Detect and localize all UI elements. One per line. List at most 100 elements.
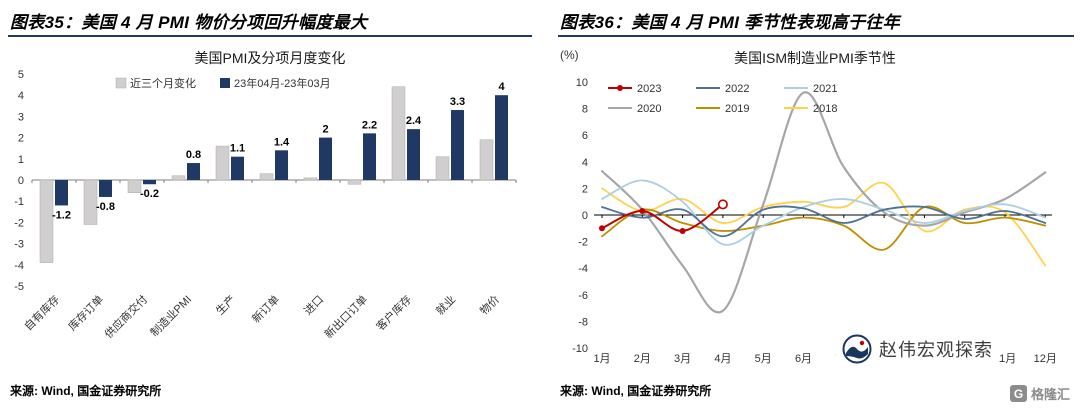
bar-month-over-month xyxy=(319,137,332,180)
gelonghui-logo-icon: G xyxy=(1010,385,1027,402)
series-line-2022 xyxy=(601,205,1047,238)
bar-3month-change xyxy=(259,173,274,181)
x-month-label: 6月 xyxy=(795,353,812,365)
y-tick-label: -2 xyxy=(14,217,24,229)
x-month-label: 12月 xyxy=(1034,353,1057,365)
legend-label-2019: 2019 xyxy=(725,103,749,115)
x-category-label: 制造业PMI xyxy=(147,292,194,339)
legend-swatch-3month xyxy=(115,77,127,89)
x-category-label: 进口 xyxy=(301,293,326,318)
series-marker-2023 xyxy=(679,227,686,234)
legend-label-3month: 近三个月变化 xyxy=(130,76,196,90)
bar-value-label: 0.8 xyxy=(186,149,201,161)
y-tick-label: 10 xyxy=(576,77,588,89)
x-category-label: 新出口订单 xyxy=(321,292,370,341)
x-category-label: 供应商交付 xyxy=(101,292,150,341)
y-tick-label: 6 xyxy=(582,130,588,142)
figure35-heading: 图表35：美国 4 月 PMI 物价分项回升幅度最大 xyxy=(10,13,368,32)
bar-value-label: 4 xyxy=(498,81,505,93)
bar-3month-change xyxy=(127,179,142,193)
bar-month-over-month xyxy=(55,180,68,206)
bar-3month-change xyxy=(215,145,230,181)
bar-value-label: -1.2 xyxy=(52,209,71,221)
bar-3month-change xyxy=(171,175,186,181)
bar-month-over-month xyxy=(495,95,508,180)
bar-chart-svg: -5 -4 -3 -2 -1 0 1 2 3 4 5 -1.2 自有库存 -0.8 库存订单 -0.2 供应商交… xyxy=(14,69,517,341)
bar-month-over-month xyxy=(187,163,200,180)
y-tick-label: -8 xyxy=(578,316,588,328)
source-left-text: Wind, 国金证券研究所 xyxy=(41,384,162,398)
bar-value-label: 1.1 xyxy=(230,143,245,155)
y-tick-label: 8 xyxy=(582,104,588,116)
source-left: 来源: Wind, 国金证券研究所 xyxy=(10,382,161,399)
bar-month-over-month xyxy=(451,110,464,180)
source-left-prefix: 来源: xyxy=(10,384,42,398)
y-tick-label: -3 xyxy=(14,239,24,251)
series-line-2018 xyxy=(601,181,1047,267)
bar-month-over-month xyxy=(99,180,112,197)
watermark-logo-icon xyxy=(842,334,872,364)
y-tick-label: -10 xyxy=(572,343,588,355)
series-endpoint-marker-2023 xyxy=(717,199,728,210)
series-marker-2023 xyxy=(599,225,605,232)
bar-value-label: 2.4 xyxy=(406,115,422,127)
legend-swatch-mom xyxy=(220,78,230,88)
bar-month-over-month xyxy=(275,150,288,180)
series-marker-2023 xyxy=(639,208,646,215)
y-tick-label: 4 xyxy=(582,157,588,169)
y-tick-label: -4 xyxy=(14,260,24,272)
legend-label-2021: 2021 xyxy=(813,83,837,95)
x-category-label: 生产 xyxy=(213,292,238,317)
series-line-2020 xyxy=(600,91,1047,314)
line-chart-svg: -10-8-6-4-202468101月2月3月4月5月6月7月8月9月10月1… xyxy=(572,77,1057,365)
bar-month-over-month xyxy=(143,180,156,185)
y-tick-label: -5 xyxy=(14,281,24,293)
gelonghui-logo-text: 格隆汇 xyxy=(1031,387,1071,402)
series-line-2023 xyxy=(601,203,724,232)
y-tick-label: 1 xyxy=(18,154,24,166)
series-line-2021 xyxy=(601,179,1047,246)
legend-label-2020: 2020 xyxy=(637,103,661,115)
x-month-label: 5月 xyxy=(755,353,772,365)
bar-3month-change xyxy=(39,179,54,263)
figure35-title-underline xyxy=(8,35,532,37)
watermark-text: 赵伟宏观探索 xyxy=(879,340,993,360)
x-month-label: 2月 xyxy=(634,353,651,365)
x-month-label: 11月 xyxy=(994,353,1016,365)
x-month-label: 3月 xyxy=(674,353,691,365)
legend-marker-2023 xyxy=(617,85,623,91)
y-tick-label: 5 xyxy=(18,69,24,81)
y-tick-label: 2 xyxy=(18,133,24,145)
bar-month-over-month xyxy=(231,156,244,180)
y-tick-label: 4 xyxy=(18,90,24,102)
x-category-label: 客户库存 xyxy=(373,292,414,333)
x-month-label: 4月 xyxy=(714,353,731,365)
bar-3month-change xyxy=(479,139,494,181)
bar-value-label: 2.2 xyxy=(362,119,377,131)
series-line-2019 xyxy=(601,205,1047,251)
bar-value-label: -0.2 xyxy=(140,188,159,200)
legend-label-2023: 2023 xyxy=(637,83,661,95)
legend-label-mom: 23年04月-23年03月 xyxy=(234,76,331,90)
bar-value-label: 3.3 xyxy=(450,96,465,108)
x-category-label: 物价 xyxy=(477,292,502,317)
source-right-text: Wind, 国金证券研究所 xyxy=(591,384,712,398)
y-tick-label: 0 xyxy=(18,175,24,187)
x-category-label: 就业 xyxy=(433,292,458,317)
bar-3month-change xyxy=(303,177,318,181)
watermark: 赵伟宏观探索 xyxy=(836,328,999,370)
bar-month-over-month xyxy=(407,129,420,180)
y-tick-label: 0 xyxy=(582,210,588,222)
bar-value-label: 1.4 xyxy=(274,136,290,148)
source-right-prefix: 来源: xyxy=(560,384,592,398)
y-tick-label: -6 xyxy=(578,290,588,302)
line-chart-title: 美国ISM制造业PMI季节性 xyxy=(734,50,896,66)
gelonghui-logo: G 格隆汇 xyxy=(1010,384,1070,403)
x-month-label: 1月 xyxy=(593,353,610,365)
bar-3month-change xyxy=(435,156,450,181)
legend-label-2018: 2018 xyxy=(813,103,837,115)
bar-3month-change xyxy=(391,86,406,181)
figure36-title-underline xyxy=(558,35,1074,37)
bar-value-label: -0.8 xyxy=(96,201,115,213)
